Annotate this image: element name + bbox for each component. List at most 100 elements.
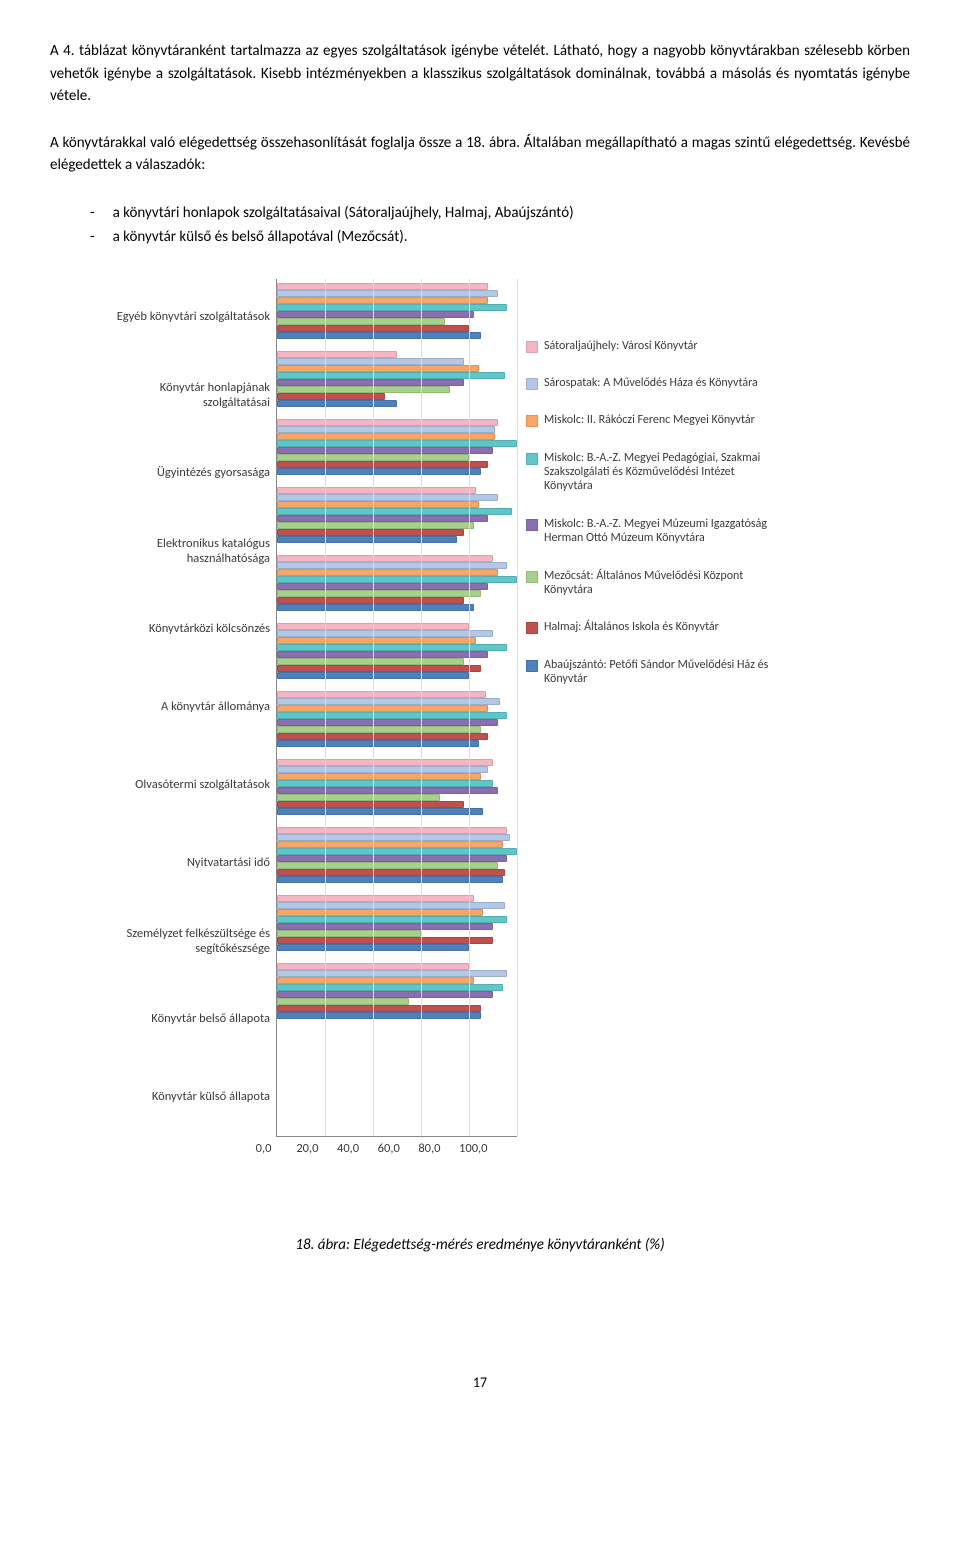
- bar: [277, 740, 479, 747]
- bar: [277, 365, 479, 372]
- bar-group: [277, 827, 517, 883]
- bullet-list: -a könyvtári honlapok szolgáltatásaival …: [90, 201, 910, 249]
- legend-label: Miskolc: B.-A.-Z. Megyei Múzeumi Igazgat…: [544, 517, 786, 546]
- legend-swatch: [526, 378, 538, 390]
- bar: [277, 916, 507, 923]
- legend-swatch: [526, 571, 538, 583]
- category-label: Könyvtár belső állapota: [151, 1012, 270, 1026]
- bar: [277, 855, 507, 862]
- bar-group: [277, 555, 517, 611]
- legend-swatch: [526, 622, 538, 634]
- legend-label: Miskolc: B.-A.-Z. Megyei Pedagógiai, Sza…: [544, 451, 786, 494]
- category-label: Olvasótermi szolgáltatások: [135, 778, 270, 792]
- bar: [277, 297, 488, 304]
- bar: [277, 923, 493, 930]
- bar-group: [277, 351, 517, 407]
- bar-group: [277, 691, 517, 747]
- legend-swatch: [526, 453, 538, 465]
- bar: [277, 332, 481, 339]
- bar: [277, 283, 488, 290]
- page-number: 17: [50, 1374, 910, 1391]
- bar: [277, 977, 474, 984]
- y-axis-labels: Egyéb könyvtári szolgáltatások Könyvtár h…: [90, 279, 276, 1137]
- category-label: Egyéb könyvtári szolgáltatások: [117, 310, 270, 324]
- bar: [277, 508, 512, 515]
- x-tick: 20,0: [296, 1141, 337, 1156]
- bar: [277, 759, 493, 766]
- bar: [277, 691, 486, 698]
- bar: [277, 766, 488, 773]
- bar-group: [277, 419, 517, 475]
- bar: [277, 311, 474, 318]
- legend-label: Abaújszántó: Petőfi Sándor Művelődési Há…: [544, 658, 786, 687]
- bar: [277, 834, 510, 841]
- legend-item: Miskolc: II. Rákóczi Ferenc Megyei Könyv…: [526, 413, 786, 427]
- bar: [277, 536, 457, 543]
- bar: [277, 494, 498, 501]
- bar: [277, 576, 517, 583]
- bar: [277, 787, 498, 794]
- category-label: Elektronikus katalógus használhatósága: [90, 537, 270, 566]
- plot-area: [276, 279, 517, 1137]
- bar: [277, 290, 498, 297]
- legend-swatch: [526, 415, 538, 427]
- bar: [277, 827, 507, 834]
- bar: [277, 597, 464, 604]
- bar: [277, 630, 493, 637]
- x-tick: 100,0: [459, 1141, 500, 1156]
- x-tick: 60,0: [378, 1141, 419, 1156]
- bar-group: [277, 895, 517, 951]
- bar: [277, 1012, 481, 1019]
- legend-item: Sátoraljaújhely: Városi Könyvtár: [526, 339, 786, 353]
- x-tick: 80,0: [418, 1141, 459, 1156]
- bullet-text: a könyvtár külső és belső állapotával (M…: [113, 225, 408, 249]
- bar: [277, 733, 488, 740]
- bar: [277, 794, 440, 801]
- bar: [277, 698, 500, 705]
- bar: [277, 1005, 481, 1012]
- legend-swatch: [526, 660, 538, 672]
- bar: [277, 515, 488, 522]
- bar: [277, 583, 488, 590]
- bar: [277, 658, 464, 665]
- bar: [277, 780, 493, 787]
- bar: [277, 351, 397, 358]
- bar: [277, 848, 517, 855]
- bar: [277, 726, 481, 733]
- bar: [277, 998, 409, 1005]
- bar: [277, 372, 505, 379]
- legend-swatch: [526, 519, 538, 531]
- bar: [277, 433, 495, 440]
- legend-item: Sárospatak: A Művelődés Háza és Könyvtár…: [526, 376, 786, 390]
- category-label: Könyvtárközi kölcsönzés: [149, 622, 270, 636]
- legend-item: Mezőcsát: Általános Művelődési Központ K…: [526, 569, 786, 598]
- bar: [277, 604, 474, 611]
- bar: [277, 991, 493, 998]
- list-item: -a könyvtár külső és belső állapotával (…: [90, 225, 910, 249]
- bar: [277, 569, 498, 576]
- bar-group: [277, 487, 517, 543]
- bar: [277, 487, 476, 494]
- bar: [277, 379, 464, 386]
- category-label: Könyvtár honlapjának szolgáltatásai: [90, 381, 270, 410]
- paragraph-2: A könyvtárakkal való elégedettség összeh…: [50, 132, 910, 177]
- legend-label: Mezőcsát: Általános Művelődési Központ K…: [544, 569, 786, 598]
- bar: [277, 318, 445, 325]
- bar: [277, 562, 507, 569]
- legend-item: Halmaj: Általános Iskola és Könyvtár: [526, 620, 786, 634]
- bar: [277, 970, 507, 977]
- legend-label: Miskolc: II. Rákóczi Ferenc Megyei Könyv…: [544, 413, 755, 427]
- bar: [277, 773, 481, 780]
- category-label: A könyvtár állománya: [161, 700, 270, 714]
- bullet-text: a könyvtári honlapok szolgáltatásaival (…: [113, 201, 574, 225]
- x-tick: 0,0: [256, 1141, 297, 1156]
- x-tick: 40,0: [337, 1141, 378, 1156]
- bar: [277, 637, 476, 644]
- bar: [277, 501, 479, 508]
- figure-caption: 18. ábra: Elégedettség-mérés eredménye k…: [50, 1236, 910, 1254]
- legend: Sátoraljaújhely: Városi Könyvtár Sárospat…: [526, 339, 786, 710]
- bar: [277, 644, 507, 651]
- bar: [277, 304, 507, 311]
- bar: [277, 712, 507, 719]
- bar: [277, 419, 498, 426]
